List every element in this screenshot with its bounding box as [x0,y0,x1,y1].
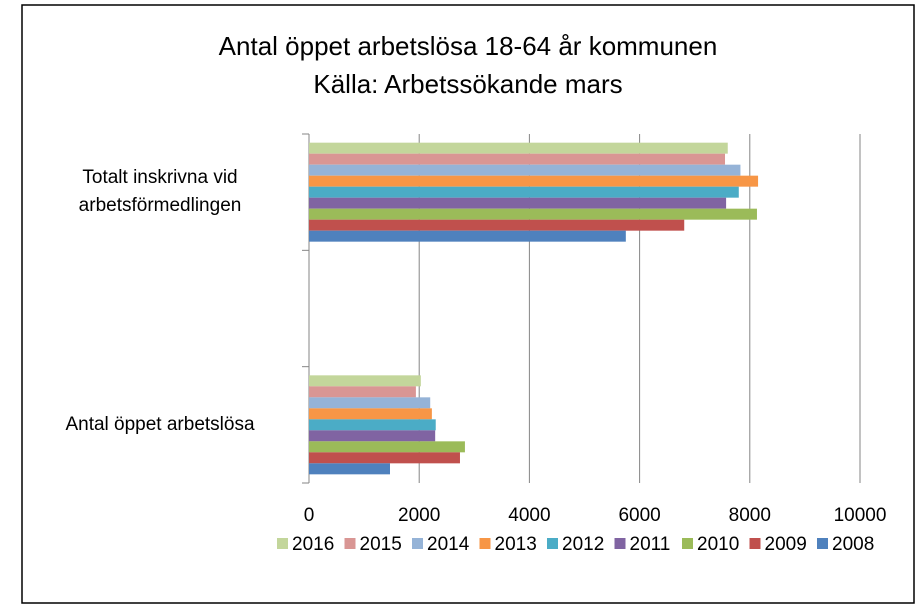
legend-label: 2013 [495,534,537,555]
legend-label: 2015 [360,534,402,555]
bar [309,463,390,475]
bar [309,197,727,209]
bar [309,452,460,464]
bar [309,208,757,220]
chart-border [21,4,915,604]
legend-swatch [614,538,626,549]
legend-label: 2008 [832,534,874,555]
bar [309,419,436,431]
x-tick-label: 8000 [729,505,771,526]
bar [309,186,739,198]
legend-swatch [277,538,288,549]
x-tick-label: 10000 [834,505,887,526]
x-tick-label: 0 [304,505,315,526]
legend-swatch [479,538,491,549]
legend-swatch [817,538,828,549]
y-tick-label: Antal öppet arbetslösa [65,413,255,435]
legend-swatch [749,538,761,549]
x-tick-label: 6000 [618,505,660,526]
legend-label: 2011 [630,534,671,555]
bar [309,219,685,231]
y-tick-label: Totalt inskrivna vid arbetsförmedlingen [78,167,242,217]
bar [309,430,436,442]
bar [309,441,465,453]
bar [309,142,728,154]
bar [309,153,726,165]
x-tick-label: 4000 [508,505,550,526]
chart-title: Antal öppet arbetslösa 18-64 år kommunen [219,31,718,61]
chart-subtitle: Källa: Arbetssökande mars [313,69,622,99]
legend-label: 2016 [292,534,334,555]
legend-label: 2014 [427,534,470,555]
legend-swatch [412,538,423,549]
bar [309,408,432,420]
legend-label: 2009 [765,534,807,555]
x-tick-label: 2000 [398,505,440,526]
bar [309,397,431,409]
legend-swatch [344,538,356,549]
legend-swatch [682,538,693,549]
legend-swatch [547,538,558,549]
bar [309,375,421,387]
bar [309,386,416,398]
bar [309,230,626,242]
bar [309,164,741,176]
legend-label: 2010 [697,534,739,555]
bar [309,175,759,187]
legend-label: 2012 [562,534,604,555]
